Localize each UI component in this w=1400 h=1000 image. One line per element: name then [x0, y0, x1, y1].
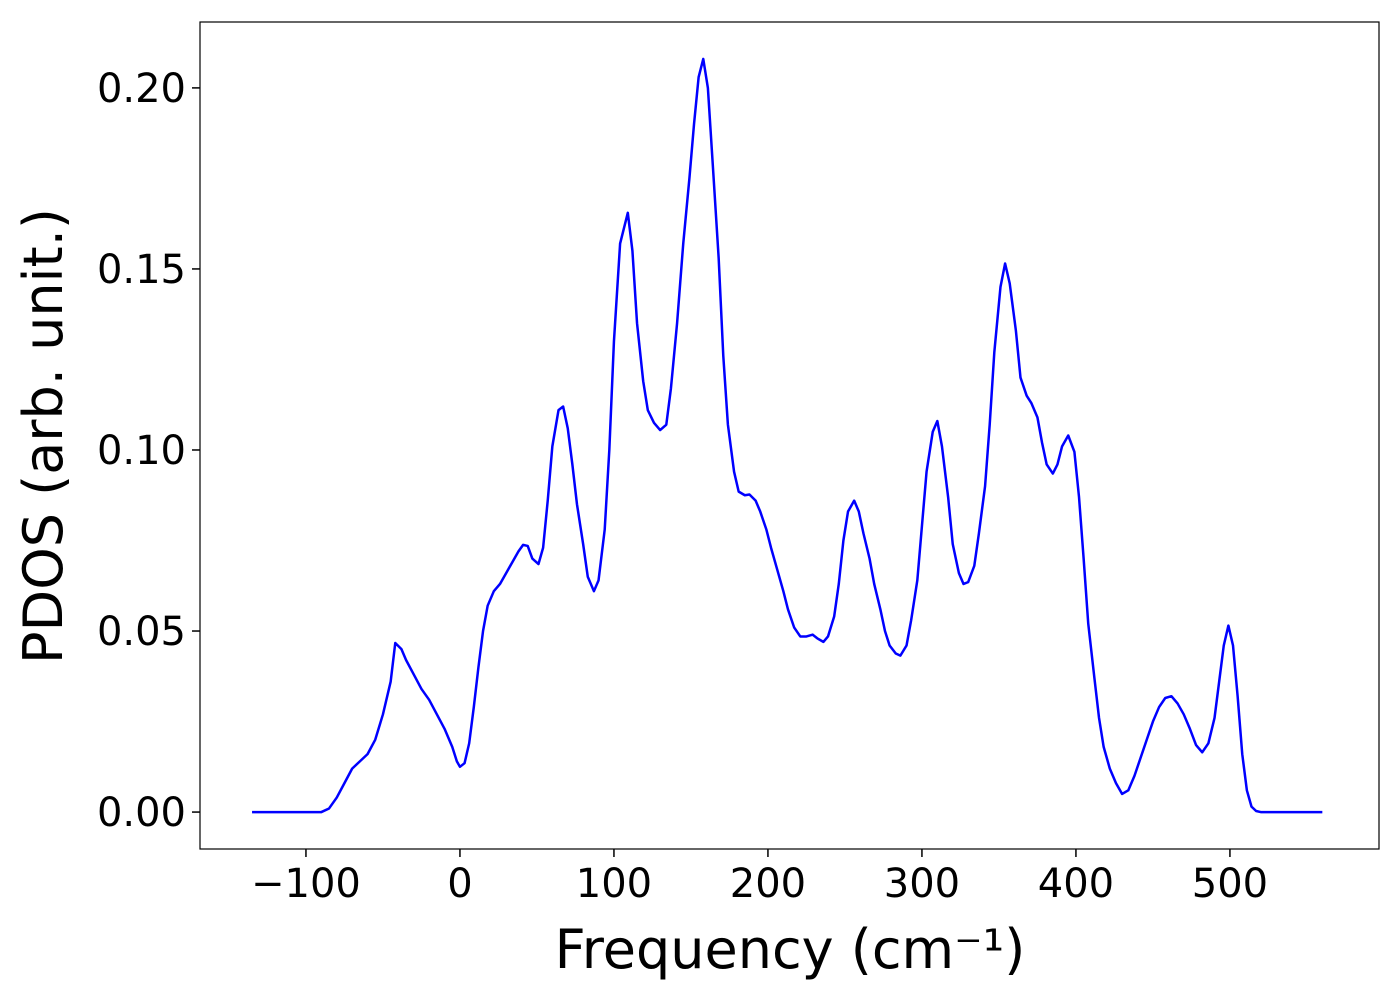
y-tick-label: 0.20 [97, 66, 186, 112]
y-axis-label: PDOS (arb. unit.) [12, 208, 75, 664]
y-tick-label: 0.15 [97, 247, 186, 293]
x-tick-label: 400 [1038, 861, 1114, 907]
x-tick-label: 300 [884, 861, 960, 907]
y-tick-label: 0.05 [97, 609, 186, 655]
x-tick-label: 200 [730, 861, 806, 907]
x-axis-label: Frequency (cm⁻¹) [555, 918, 1026, 981]
line [252, 57, 1323, 814]
x-tick-label: 500 [1192, 861, 1268, 907]
y-tick-label: 0.10 [97, 428, 186, 474]
y-tick-label: 0.00 [97, 790, 186, 836]
x-tick-label: 0 [447, 861, 472, 907]
x-tick-label: 100 [576, 861, 652, 907]
plot-frame [199, 21, 1380, 850]
x-tick-label: −100 [251, 861, 361, 907]
